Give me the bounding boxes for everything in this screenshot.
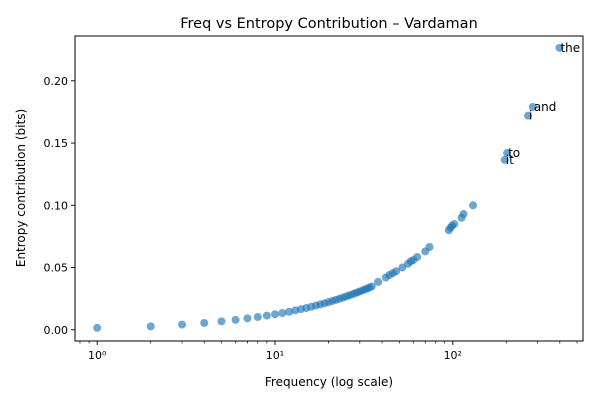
data-point [146, 322, 155, 331]
y-tick-label: 0.15 [44, 137, 69, 150]
y-axis-ticks: 0.00 0.05 0.10 0.15 0.20 [44, 75, 75, 337]
plot-frame [74, 35, 584, 342]
point-annotation: the [560, 41, 580, 55]
data-point [528, 102, 537, 111]
data-point [524, 111, 533, 120]
point-annotation: i [529, 109, 532, 123]
x-tick-label: 10⁰ [88, 349, 107, 362]
data-point [469, 201, 478, 210]
data-point [413, 252, 422, 261]
y-tick-label: 0.10 [44, 199, 69, 212]
data-point [459, 210, 468, 219]
data-point [503, 149, 512, 158]
data-point [271, 310, 279, 319]
data-point [374, 277, 383, 286]
y-tick-label: 0.00 [44, 324, 69, 337]
data-point [425, 243, 434, 252]
data-point [243, 314, 252, 323]
data-point [555, 43, 564, 52]
y-tick-label: 0.05 [44, 262, 69, 275]
data-point [178, 320, 187, 329]
data-point [231, 315, 240, 324]
chart-title: Freq vs Entropy Contribution – Vardaman [180, 16, 478, 32]
y-axis-label: Entropy contribution (bits) [14, 109, 28, 267]
point-annotation: to [508, 146, 520, 160]
data-point [392, 267, 401, 276]
x-axis-label: Frequency (log scale) [265, 375, 393, 389]
data-point [217, 317, 226, 326]
point-annotation: it [506, 153, 514, 167]
data-point [500, 155, 509, 164]
data-point [285, 307, 294, 316]
data-point [367, 282, 376, 291]
x-axis-ticks: 10⁰ 10¹ 10² [79, 341, 578, 362]
data-point [200, 318, 209, 327]
data-point [253, 312, 262, 321]
x-tick-label: 10² [444, 349, 462, 362]
data-point [398, 263, 407, 272]
data-point [450, 219, 459, 228]
data-point [93, 323, 102, 332]
point-annotation: and [534, 100, 557, 114]
data-points [93, 43, 564, 332]
data-point [262, 311, 271, 320]
x-tick-label: 10¹ [266, 349, 284, 362]
data-point [278, 308, 287, 317]
y-tick-label: 0.20 [44, 75, 69, 88]
